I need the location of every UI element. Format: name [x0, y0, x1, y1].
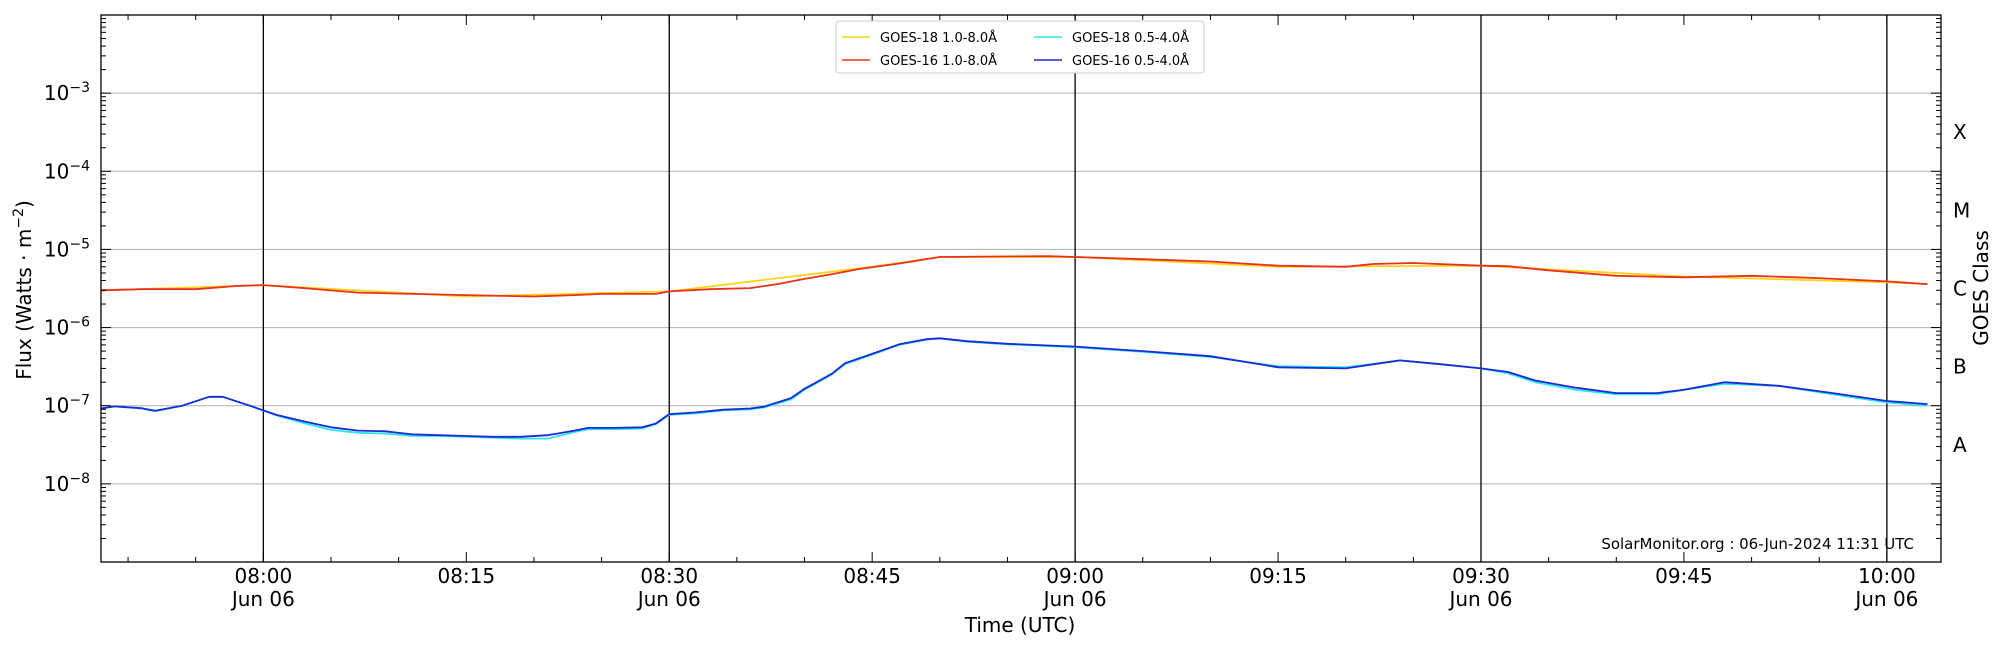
- y-tick-label: 10−3: [44, 80, 90, 105]
- goes-class-label: B: [1953, 355, 1967, 379]
- series-line-1: [100, 255, 1928, 298]
- plot-frame: [100, 14, 1942, 563]
- x-tick-date-label: Jun 06: [1853, 587, 1918, 611]
- x-tick-label: 09:15: [1249, 564, 1307, 588]
- y-axis-title-exponent: −2: [11, 208, 27, 229]
- legend-box: [835, 20, 1205, 74]
- goes-class-axis-title: GOES Class: [1969, 230, 1993, 346]
- x-tick-date-label: Jun 06: [636, 587, 701, 611]
- x-tick-label: 08:30: [640, 564, 698, 588]
- horizontal-grid: [101, 92, 1941, 485]
- y-tick-exponent: −7: [69, 393, 90, 409]
- y-tick-exponent: −8: [69, 471, 90, 487]
- goes-class-label: C: [1953, 277, 1967, 301]
- x-tick-label: 08:00: [235, 564, 293, 588]
- series-line-3: [100, 337, 1928, 438]
- y-axis-title-close: ): [12, 200, 36, 208]
- goes-class-label: A: [1953, 433, 1967, 457]
- y-tick-exponent: −3: [69, 80, 90, 96]
- x-tick-date-label: Jun 06: [230, 587, 295, 611]
- y-tick-label: 10−5: [44, 236, 90, 261]
- y-axis-title-main: Flux (Watts · m: [12, 229, 36, 380]
- y-tick-label: 10−4: [44, 158, 90, 183]
- x-tick-label: 09:45: [1655, 564, 1713, 588]
- y-tick-label: 10−6: [44, 315, 90, 340]
- series-line-2: [100, 337, 1928, 440]
- y-tick-label: 10−8: [44, 471, 90, 496]
- goes-class-label: M: [1953, 198, 1970, 222]
- y-tick-base: 10: [44, 81, 69, 105]
- legend: GOES-18 1.0-8.0Å GOES-16 1.0-8.0Å GOES-18 …: [835, 20, 1205, 74]
- y-tick-base: 10: [44, 394, 69, 418]
- y-tick-base: 10: [44, 472, 69, 496]
- legend-label: GOES-16 1.0-8.0Å: [880, 53, 997, 69]
- goes-class-axis: A B C M X: [1953, 120, 1970, 457]
- x-tick-label: 09:00: [1046, 564, 1104, 588]
- x-tick-label: 08:45: [843, 564, 901, 588]
- x-axis-title: Time (UTC): [964, 613, 1076, 637]
- y-tick-base: 10: [44, 237, 69, 261]
- y-tick-exponent: −5: [69, 236, 90, 252]
- y-axis-ticks: 10−810−710−610−510−410−3: [44, 18, 1941, 563]
- y-tick-label: 10−7: [44, 393, 90, 418]
- credit-text: SolarMonitor.org : 06-Jun-2024 11:31 UTC: [1601, 535, 1914, 553]
- legend-label: GOES-18 0.5-4.0Å: [1072, 30, 1189, 46]
- x-tick-date-label: Jun 06: [1447, 587, 1512, 611]
- y-tick-base: 10: [44, 316, 69, 340]
- x-tick-date-label: Jun 06: [1042, 587, 1107, 611]
- x-tick-label: 09:30: [1452, 564, 1510, 588]
- goes-class-label: X: [1953, 120, 1967, 144]
- y-tick-exponent: −6: [69, 315, 90, 331]
- y-tick-exponent: −4: [69, 158, 90, 174]
- y-tick-base: 10: [44, 159, 69, 183]
- x-tick-label: 10:00: [1858, 564, 1916, 588]
- x-tick-label: 08:15: [437, 564, 495, 588]
- flux-series: [100, 255, 1928, 440]
- legend-label: GOES-18 1.0-8.0Å: [880, 30, 997, 46]
- y-axis-title: Flux (Watts · m−2): [11, 200, 36, 380]
- day-marker-lines: [262, 15, 1888, 562]
- legend-label: GOES-16 0.5-4.0Å: [1072, 53, 1189, 69]
